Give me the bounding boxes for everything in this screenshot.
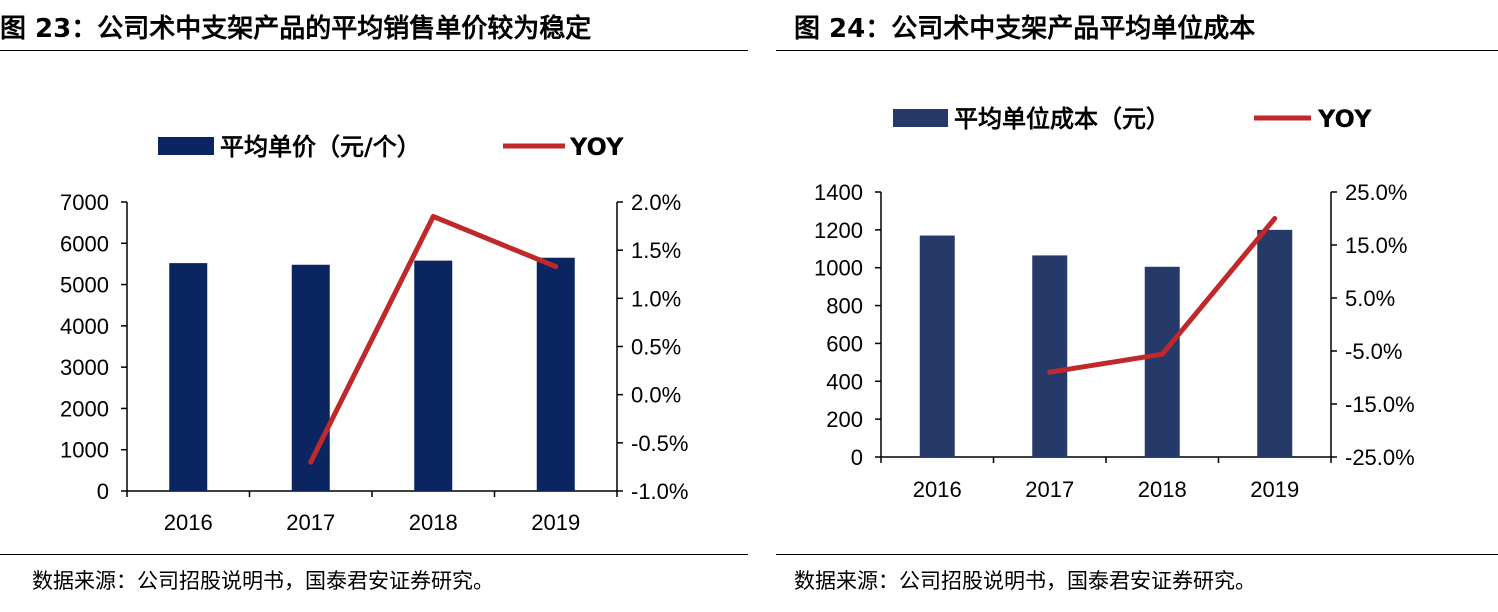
right-tick-label: 25.0% — [1345, 180, 1407, 205]
legend-line-label: YOY — [1317, 105, 1372, 133]
right-tick-label: -25.0% — [1345, 445, 1415, 470]
right-tick-label: 2.0% — [631, 190, 681, 215]
figure-title: 图 24：公司术中支架产品平均单位成本 — [794, 14, 1256, 44]
legend-line-label: YOY — [569, 133, 624, 161]
right-tick-label: 1.0% — [631, 286, 681, 311]
left-tick-label: 4000 — [60, 314, 109, 339]
x-tick-label: 2016 — [913, 477, 962, 502]
left-tick-label: 800 — [826, 294, 863, 319]
left-tick-label: 0 — [851, 445, 863, 470]
x-tick-label: 2018 — [1138, 477, 1187, 502]
right-tick-label: -5.0% — [1345, 339, 1402, 364]
bar — [414, 260, 453, 491]
x-tick-label: 2016 — [164, 510, 213, 535]
title-rule — [0, 50, 748, 51]
legend-bar-swatch — [158, 137, 214, 155]
left-tick-label: 1400 — [814, 180, 863, 205]
left-tick-label: 200 — [826, 407, 863, 432]
left-tick-label: 5000 — [60, 273, 109, 298]
right-tick-label: -15.0% — [1345, 392, 1415, 417]
left-tick-label: 2000 — [60, 396, 109, 421]
x-tick-label: 2017 — [286, 510, 335, 535]
bar — [291, 264, 330, 491]
left-tick-label: 1000 — [814, 256, 863, 281]
figure-23-panel: 图 23：公司术中支架产品的平均销售单价较为稳定 0 1000 2000 3000 40… — [0, 0, 748, 612]
x-tick-label: 2019 — [531, 510, 580, 535]
bar — [1144, 266, 1180, 457]
left-tick-label: 3000 — [60, 355, 109, 380]
right-tick-label: 15.0% — [1345, 233, 1407, 258]
legend-bar-swatch — [893, 109, 948, 127]
figure-23-chart: 0 1000 2000 3000 4000 5000 6000 7000 -1.0% -0.5% 0… — [60, 133, 688, 535]
bar — [536, 257, 575, 491]
right-tick-label: 0.5% — [631, 335, 681, 360]
left-tick-label: 1200 — [814, 218, 863, 243]
source-note: 数据来源：公司招股说明书，国泰君安证券研究。 — [32, 569, 494, 593]
right-tick-label: 1.5% — [631, 238, 681, 263]
source-rule — [776, 554, 1498, 555]
figure-title: 图 23：公司术中支架产品的平均销售单价较为稳定 — [0, 14, 592, 44]
bar — [1257, 229, 1293, 457]
left-tick-label: 6000 — [60, 231, 109, 256]
x-tick-label: 2017 — [1025, 477, 1074, 502]
legend-bar-label: 平均单位成本（元） — [954, 105, 1170, 133]
source-note: 数据来源：公司招股说明书，国泰君安证券研究。 — [794, 569, 1256, 593]
right-tick-label: 0.0% — [631, 383, 681, 408]
x-tick-label: 2018 — [409, 510, 458, 535]
left-tick-label: 400 — [826, 369, 863, 394]
left-tick-label: 7000 — [60, 190, 109, 215]
figure-24-chart: 0 200 400 600 800 1000 1200 1400 -25.0% -15.0% -5.… — [814, 105, 1415, 502]
left-tick-label: 0 — [97, 479, 109, 504]
left-tick-label: 600 — [826, 331, 863, 356]
bar — [169, 263, 208, 491]
bar — [919, 235, 955, 457]
source-rule — [0, 554, 748, 555]
title-rule — [776, 50, 1498, 51]
left-tick-label: 1000 — [60, 438, 109, 463]
legend-bar-label: 平均单价（元/个） — [220, 133, 421, 161]
x-tick-label: 2019 — [1250, 477, 1299, 502]
right-tick-label: 5.0% — [1345, 286, 1395, 311]
right-tick-label: -0.5% — [631, 431, 688, 456]
right-tick-label: -1.0% — [631, 479, 688, 504]
figure-24-panel: 图 24：公司术中支架产品平均单位成本 0 200 400 600 800 1000 120… — [776, 0, 1498, 612]
bar — [1032, 255, 1068, 457]
